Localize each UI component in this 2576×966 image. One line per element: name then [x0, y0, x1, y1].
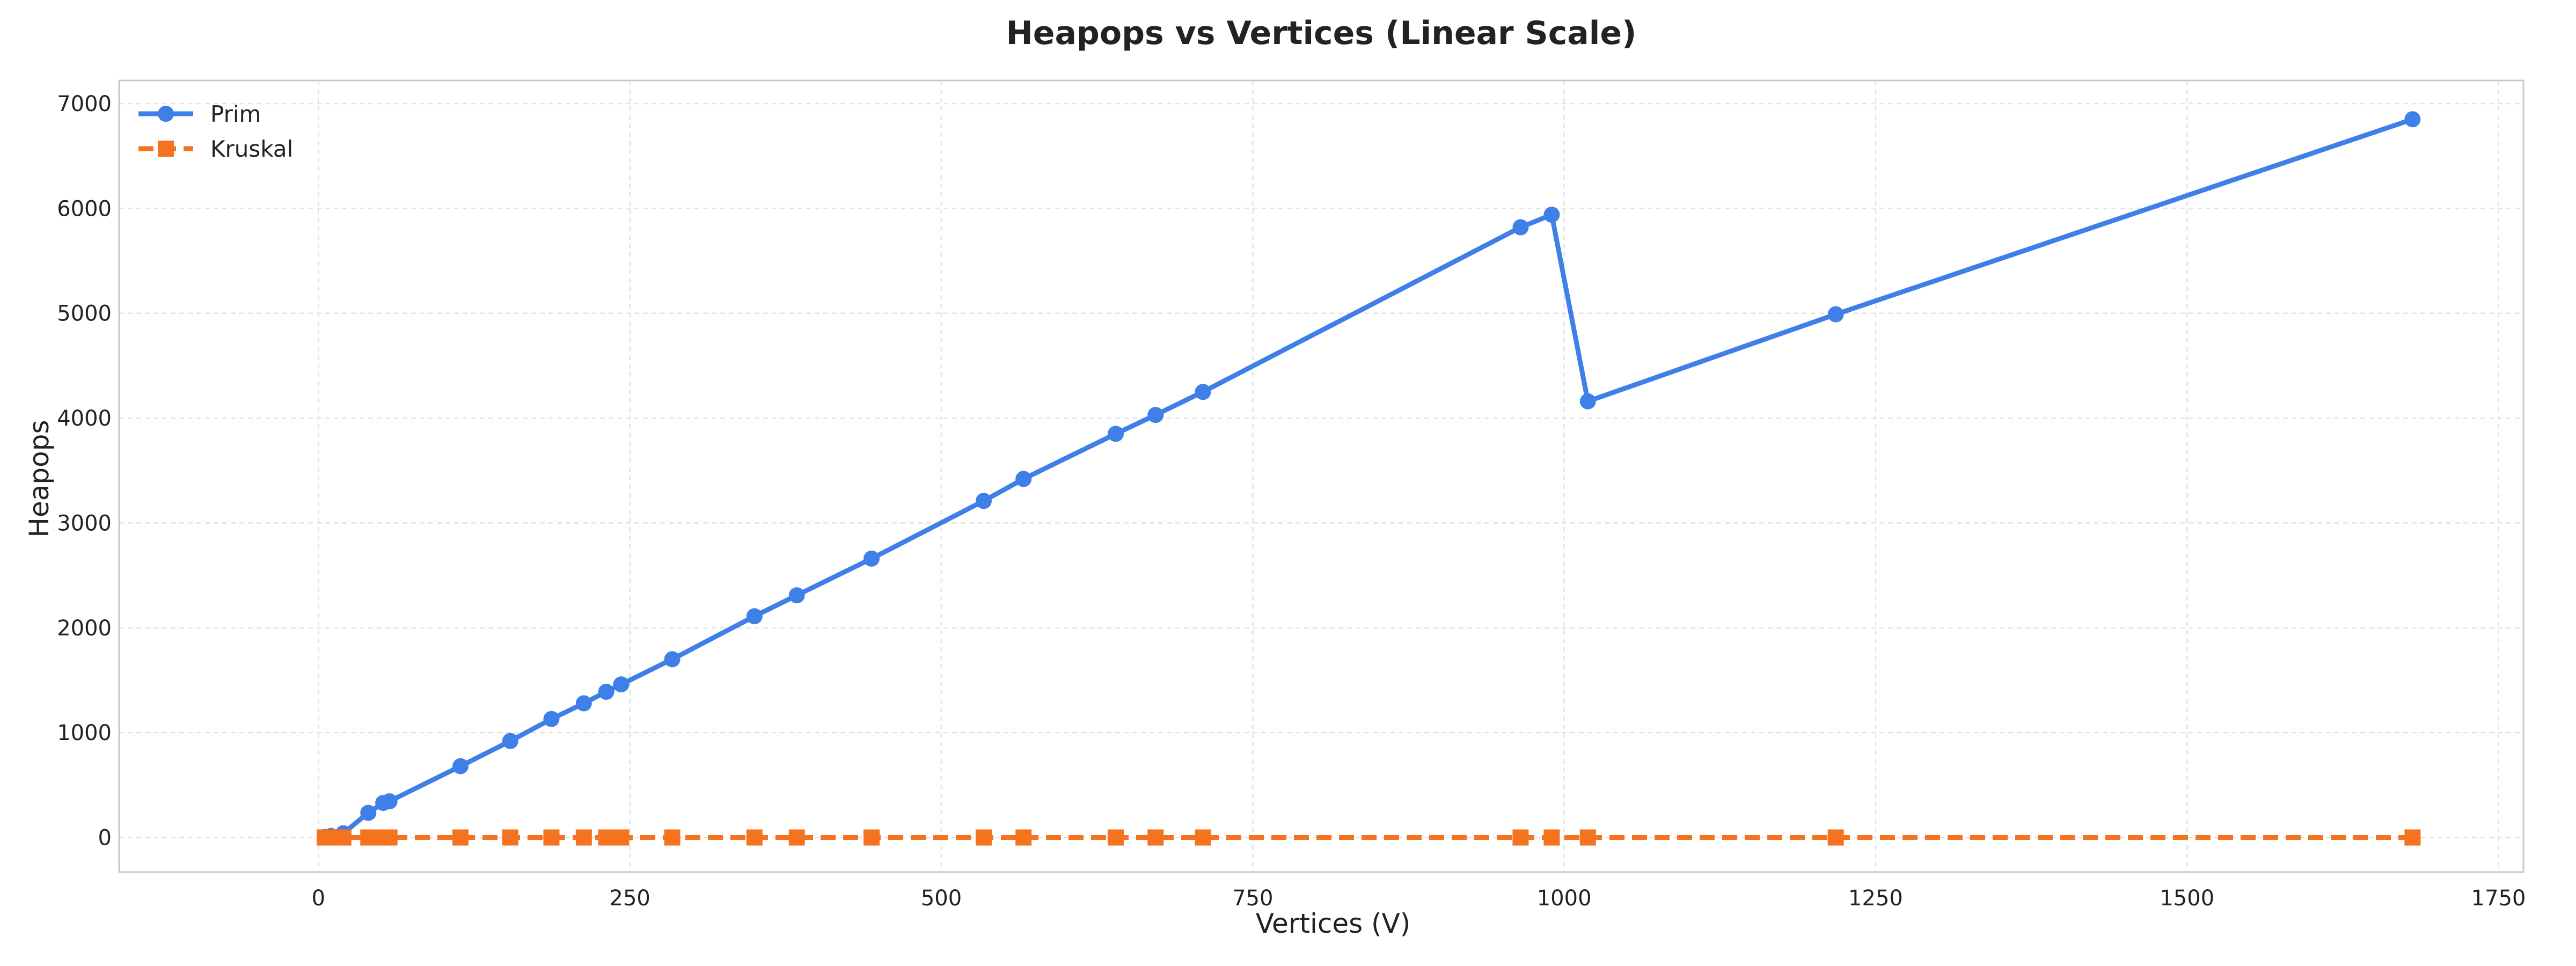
x-tick-label: 0: [312, 886, 325, 911]
legend-label: Kruskal: [210, 136, 293, 162]
data-point-prim: [360, 804, 377, 821]
x-tick-label: 250: [610, 886, 650, 911]
y-tick-label: 6000: [57, 196, 112, 221]
data-point-prim: [1147, 407, 1164, 423]
data-point-kruskal: [863, 829, 880, 846]
data-point-prim: [664, 651, 680, 668]
data-point-prim: [613, 676, 630, 693]
data-point-prim: [575, 695, 592, 712]
y-axis-ticks: 0 1000 2000 3000 4000 5000 6000 7000: [57, 92, 112, 851]
data-point-kruskal: [1147, 829, 1164, 846]
legend-item-kruskal: Kruskal: [138, 136, 293, 162]
x-axis-ticks: 0 250 500 750 1000 1250 1500 1750: [312, 886, 2526, 911]
series-kruskal: [317, 829, 2421, 846]
data-point-prim: [1512, 219, 1529, 236]
data-point-prim: [1107, 426, 1124, 442]
data-point-kruskal: [381, 829, 398, 846]
legend-label: Prim: [210, 101, 261, 127]
data-point-kruskal: [746, 829, 763, 846]
data-point-kruskal: [598, 829, 614, 846]
data-point-kruskal: [975, 829, 992, 846]
data-point-prim: [975, 493, 992, 509]
data-point-kruskal: [1512, 829, 1529, 846]
data-point-prim: [1543, 207, 1560, 223]
y-tick-label: 4000: [57, 406, 112, 431]
data-point-kruskal: [335, 829, 352, 846]
plot-frame: [118, 79, 2524, 873]
legend: Prim Kruskal: [138, 101, 293, 162]
x-tick-label: 1500: [2160, 886, 2214, 911]
x-axis-label: Vertices (V): [1256, 908, 1411, 939]
y-tick-label: 1000: [57, 721, 112, 745]
legend-marker: [158, 106, 174, 122]
data-point-kruskal: [502, 829, 518, 846]
data-point-kruskal: [1543, 829, 1560, 846]
x-tick-label: 1000: [1537, 886, 1592, 911]
data-point-prim: [1015, 471, 1032, 487]
data-point-kruskal: [1579, 829, 1596, 846]
x-tick-label: 500: [921, 886, 962, 911]
y-tick-label: 2000: [57, 616, 112, 641]
data-point-kruskal: [1827, 829, 1844, 846]
data-point-kruskal: [1195, 829, 1211, 846]
y-tick-label: 0: [98, 826, 112, 851]
y-axis-label: Heapops: [24, 420, 55, 537]
legend-item-prim: Prim: [138, 101, 261, 127]
data-point-prim: [1579, 393, 1596, 409]
data-point-kruskal: [543, 829, 560, 846]
data-point-kruskal: [664, 829, 680, 846]
data-point-kruskal: [575, 829, 592, 846]
data-point-prim: [598, 683, 614, 700]
data-point-prim: [1827, 306, 1844, 323]
series-layer: [317, 111, 2421, 846]
data-point-kruskal: [1015, 829, 1032, 846]
x-tick-label: 1250: [1848, 886, 1903, 911]
data-point-prim: [543, 711, 560, 727]
data-point-prim: [452, 758, 469, 774]
data-point-kruskal: [2404, 829, 2421, 846]
legend-marker: [158, 141, 174, 157]
data-point-prim: [2404, 111, 2421, 128]
y-tick-label: 7000: [57, 92, 112, 116]
data-point-kruskal: [613, 829, 630, 846]
data-point-kruskal: [788, 829, 805, 846]
x-tick-label: 1750: [2471, 886, 2526, 911]
data-point-kruskal: [360, 829, 377, 846]
data-point-kruskal: [1107, 829, 1124, 846]
data-point-prim: [1195, 384, 1211, 400]
data-point-prim: [502, 733, 518, 749]
data-point-prim: [788, 587, 805, 604]
data-point-kruskal: [452, 829, 469, 846]
chart-title: Heapops vs Vertices (Linear Scale): [1006, 14, 1637, 52]
data-point-prim: [381, 793, 398, 810]
y-tick-label: 3000: [57, 511, 112, 536]
data-point-prim: [863, 550, 880, 567]
y-tick-label: 5000: [57, 302, 112, 326]
data-point-prim: [746, 608, 763, 625]
series-prim: [317, 111, 2421, 845]
x-tick-label: 750: [1232, 886, 1273, 911]
